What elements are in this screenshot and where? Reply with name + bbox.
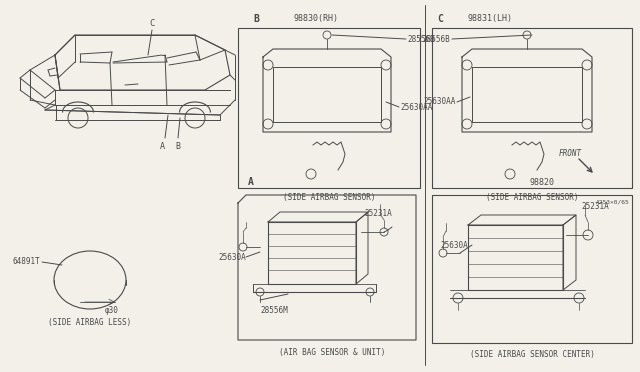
- Text: A253×0/65: A253×0/65: [596, 200, 630, 205]
- Bar: [238, 28, 420, 188]
- Text: B: B: [175, 142, 180, 151]
- Text: 98820: 98820: [529, 178, 554, 187]
- Text: (SIDE AIRBAG SENSOR): (SIDE AIRBAG SENSOR): [486, 193, 579, 202]
- Text: C: C: [437, 14, 443, 24]
- Text: 28556B: 28556B: [422, 35, 450, 44]
- Text: A: A: [159, 142, 164, 151]
- Text: (SIDE AIRBAG LESS): (SIDE AIRBAG LESS): [49, 318, 132, 327]
- Text: A: A: [248, 177, 254, 187]
- Text: 25231A: 25231A: [581, 202, 609, 211]
- Text: 25231A: 25231A: [364, 209, 392, 218]
- Text: (AIR BAG SENSOR & UNIT): (AIR BAG SENSOR & UNIT): [279, 348, 385, 357]
- Text: 25630AA: 25630AA: [424, 97, 456, 106]
- Bar: [268, 222, 356, 284]
- Text: 28556B: 28556B: [407, 35, 435, 44]
- Text: (SIDE AIRBAG SENSOR CENTER): (SIDE AIRBAG SENSOR CENTER): [470, 350, 595, 359]
- Text: 98830(RH): 98830(RH): [293, 14, 338, 23]
- Bar: [432, 28, 632, 188]
- Text: 25630A: 25630A: [218, 253, 246, 262]
- Text: 25630AA: 25630AA: [400, 103, 433, 112]
- Text: 64891T: 64891T: [12, 257, 40, 266]
- Text: 98831(LH): 98831(LH): [467, 14, 512, 23]
- Text: FRONT: FRONT: [559, 150, 582, 158]
- Bar: [432, 195, 632, 343]
- Text: 25630A: 25630A: [440, 241, 468, 250]
- Text: (SIDE AIRBAG SENSOR): (SIDE AIRBAG SENSOR): [283, 193, 375, 202]
- Text: φ30: φ30: [105, 306, 119, 315]
- Bar: [273, 67, 381, 122]
- Bar: [472, 67, 582, 122]
- Text: C: C: [149, 19, 155, 28]
- Text: B: B: [253, 14, 259, 24]
- Bar: [468, 225, 563, 290]
- Text: 28556M: 28556M: [260, 306, 288, 315]
